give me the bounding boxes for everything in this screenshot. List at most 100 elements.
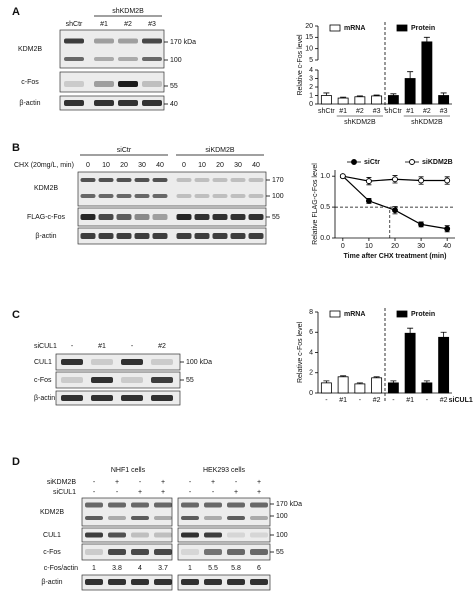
bar [320,95,332,105]
band [212,233,228,239]
bar [337,376,349,394]
band [142,57,162,61]
marker-label: 170 kDa [276,501,302,508]
error-bar [323,380,330,383]
band [80,194,96,198]
x-axis-label: Time after CHX treatment (min) [344,253,447,260]
group-label: shKDM2B [112,8,144,15]
band [212,194,228,198]
band [118,57,138,61]
band [94,81,114,87]
sign: - [116,489,119,496]
row-label: KDM2B [40,509,64,516]
lane-label: 40 [156,162,164,169]
panel-label: A [12,6,20,18]
sign: + [211,479,215,486]
band [85,579,103,585]
band [154,502,172,508]
band [250,579,268,585]
band [85,532,103,538]
error-bar [407,71,414,79]
band [204,516,222,520]
band [64,38,84,44]
bar [421,382,433,394]
bar [371,95,383,105]
marker-label: 170 [272,177,284,184]
band [98,233,114,239]
row-label: c-Fos [21,79,39,86]
panel-label: B [12,142,20,154]
legend-label: Protein [411,25,435,32]
band [212,214,228,220]
x-tick-label: #2 [440,397,448,404]
y-tick-label: 1.0 [320,173,330,180]
band [181,549,199,555]
band [151,359,173,365]
band [91,359,113,365]
sign: + [257,479,261,486]
x-tick-label: #2 [373,397,381,404]
band [176,178,192,182]
lane-label: 30 [234,162,242,169]
lane-label: 0 [86,162,90,169]
band [227,502,245,508]
marker-label: 55 [276,549,284,556]
band [204,532,222,538]
band [230,214,246,220]
band [250,502,268,508]
band [152,214,168,220]
y-axis-label: Relative FLAG-c-Fos level [312,163,319,245]
band [204,549,222,555]
ratio-value: 3.7 [158,565,168,572]
y-tick-label: 6 [309,329,313,336]
y-tick-label: 0.0 [320,235,330,242]
y-tick-label: 15 [305,34,313,41]
lane-label: #1 [98,343,106,350]
x-tick-label: 40 [443,243,451,250]
y-tick-label: 1 [309,92,313,99]
sign: + [257,489,261,496]
band [98,194,114,198]
y-axis-label: Relative c-Fos level [297,322,304,384]
x-tick-label: - [392,397,395,404]
treatment-label: CHX (20mg/L, min) [14,162,74,169]
marker-label: 55 [272,214,280,221]
blot-frame [77,171,267,207]
band [134,233,150,239]
lane-label: #2 [124,21,132,28]
band [204,502,222,508]
band [250,532,268,538]
sign: + [138,489,142,496]
y-tick-label: 0 [309,390,313,397]
band [142,38,162,44]
lane-label: #2 [158,343,166,350]
lane-label: 0 [182,162,186,169]
band [80,233,96,239]
band [250,516,268,520]
x-tick-label: 30 [417,243,425,250]
blot-frame [81,527,173,543]
point [392,176,398,183]
sign: - [189,479,192,486]
marker-label: 40 [170,101,178,108]
lane-label: 10 [102,162,110,169]
band [230,178,246,182]
sign: - [235,479,238,486]
band [227,516,245,520]
bar [387,95,399,105]
ratio-value: 1 [188,565,192,572]
band [94,57,114,61]
band [131,532,149,538]
x-tick-label: 10 [365,243,373,250]
error-bar [423,380,430,383]
band [181,516,199,520]
point [365,178,372,185]
ratio-value: 6 [257,565,261,572]
y-tick-label: 8 [309,309,313,316]
y-tick-label: 0 [309,101,313,108]
legend-marker [409,159,415,165]
lane-label: - [71,343,74,350]
row-label: β-actin [35,233,56,240]
ratio-value: 5.5 [208,565,218,572]
sign: - [189,489,192,496]
